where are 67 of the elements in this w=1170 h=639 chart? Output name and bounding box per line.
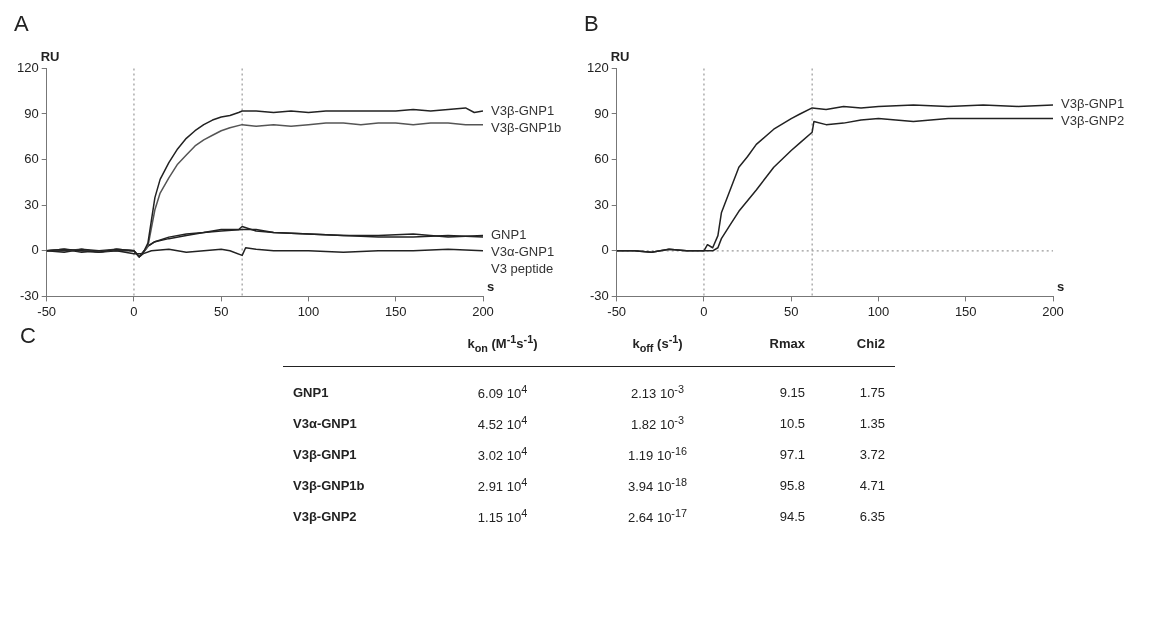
y-tick-label: 0 — [601, 242, 609, 258]
chart-title: B — [584, 11, 599, 37]
x-tick-label: 50 — [213, 303, 229, 319]
text: 1.15 10$^{4}$ — [476, 506, 529, 528]
text: Rmax — [768, 334, 806, 353]
x-tick-label: 0 — [130, 303, 138, 319]
text: 6.35 — [858, 507, 886, 526]
y-tick-label: -30 — [589, 287, 609, 303]
series-label: V3β-GNP1 — [1061, 96, 1125, 112]
x-tick-label: -50 — [37, 303, 57, 319]
y-tick-label: 90 — [24, 105, 39, 121]
chart-title: A — [14, 11, 29, 37]
text: V3β-GNP2 — [292, 507, 358, 526]
x-tick-label: 100 — [867, 303, 890, 319]
text: V3β-GNP1 — [292, 445, 358, 464]
text: 97.1 — [778, 445, 806, 464]
text: V3α-GNP1 — [292, 414, 358, 433]
text: 4.52 10$^{4}$ — [476, 413, 529, 435]
text: C — [20, 323, 36, 349]
text: 1.19 10$^{-16}$ — [627, 444, 688, 466]
text: k$_{off}$ (s$^{-1}$) — [631, 332, 684, 356]
text: 95.8 — [778, 476, 806, 495]
x-tick-label: 50 — [783, 303, 799, 319]
y-tick-label: 90 — [594, 105, 609, 121]
y-tick-label: 60 — [24, 151, 39, 167]
series-label: V3β-GNP1 — [491, 102, 555, 118]
series-label: V3α-GNP1 — [491, 244, 555, 260]
text: 10.5 — [778, 414, 806, 433]
text: 3.72 — [858, 445, 886, 464]
text: 9.15 — [778, 383, 806, 402]
x-tick-label: -50 — [607, 303, 627, 319]
text: 94.5 — [778, 507, 806, 526]
text: GNP1 — [292, 383, 330, 402]
x-tick-label: 200 — [472, 303, 494, 319]
x-tick-label: 100 — [297, 303, 320, 319]
y-tick-label: 0 — [31, 242, 39, 258]
text: 2.91 10$^{4}$ — [476, 475, 529, 497]
series-label: V3β-GNP1b — [491, 119, 562, 135]
text: 6.09 10$^{4}$ — [476, 382, 529, 404]
text: 2.64 10$^{-17}$ — [627, 506, 688, 528]
y-tick-label: 30 — [24, 196, 39, 212]
text: k$_{on}$ (M$^{-1}$s$^{-1}$) — [466, 332, 539, 356]
text: 3.02 10$^{4}$ — [476, 444, 529, 466]
text: 2.13 10$^{-3}$ — [630, 382, 685, 404]
y-tick-label: 30 — [594, 196, 609, 212]
text: 1.75 — [858, 383, 886, 402]
series-label: V3β-GNP2 — [1061, 113, 1125, 129]
text: 1.35 — [858, 414, 886, 433]
x-tick-label: 150 — [954, 303, 977, 319]
x-tick-label: 200 — [1042, 303, 1064, 319]
text: 3.94 10$^{-18}$ — [627, 475, 688, 497]
text: Chi2 — [855, 334, 886, 353]
series-label: GNP1 — [491, 227, 527, 243]
x-tick-label: 150 — [384, 303, 407, 319]
y-axis-title: RU — [610, 49, 630, 65]
x-axis-title: s — [487, 279, 495, 295]
y-axis-title: RU — [40, 49, 60, 65]
series-label: V3 peptide — [491, 261, 554, 277]
y-tick-label: 120 — [586, 59, 609, 75]
text: V3β-GNP1b — [292, 476, 366, 495]
y-tick-label: 120 — [16, 59, 39, 75]
text: 1.82 10$^{-3}$ — [630, 413, 685, 435]
text: 4.71 — [858, 476, 886, 495]
y-tick-label: -30 — [19, 287, 39, 303]
x-axis-title: s — [1057, 279, 1065, 295]
y-tick-label: 60 — [594, 151, 609, 167]
x-tick-label: 0 — [700, 303, 708, 319]
